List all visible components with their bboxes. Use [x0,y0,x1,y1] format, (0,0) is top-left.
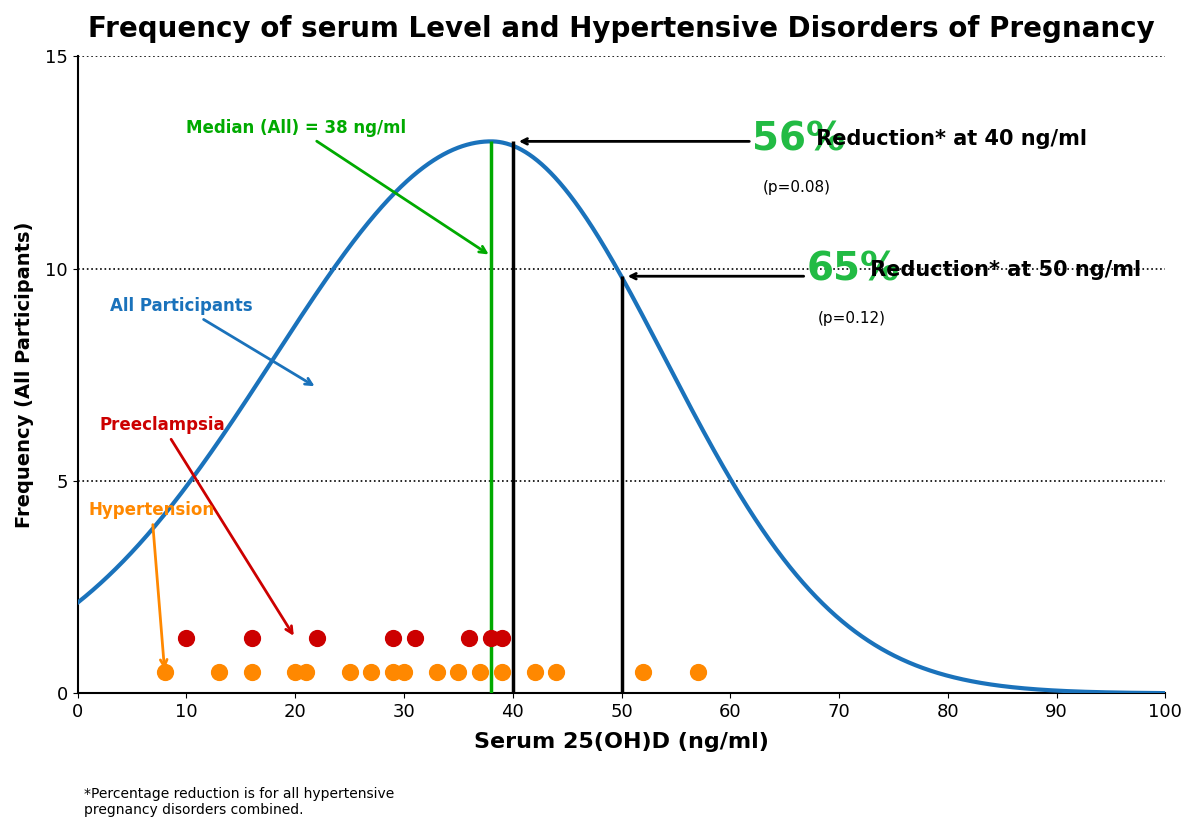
Point [492,666,511,679]
Point [384,666,403,679]
Point [155,666,174,679]
X-axis label: Serum 25(OH)D (ng/ml): Serum 25(OH)D (ng/ml) [474,733,769,752]
Text: 65%: 65% [806,251,900,289]
Point [634,666,653,679]
Point [296,666,316,679]
Point [688,666,707,679]
Point [524,666,544,679]
Point [492,632,511,645]
Y-axis label: Frequency (All Participants): Frequency (All Participants) [14,222,34,528]
Text: (p=0.08): (p=0.08) [763,181,830,196]
Text: Preeclampsia: Preeclampsia [100,416,292,634]
Point [242,632,262,645]
Point [460,632,479,645]
Point [481,632,500,645]
Point [384,632,403,645]
Point [210,666,229,679]
Text: 56%: 56% [752,120,845,158]
Title: Frequency of serum Level and Hypertensive Disorders of Pregnancy: Frequency of serum Level and Hypertensiv… [88,15,1154,43]
Text: (p=0.12): (p=0.12) [817,311,886,326]
Point [395,666,414,679]
Point [286,666,305,679]
Point [242,666,262,679]
Text: Reduction* at 50 ng/ml: Reduction* at 50 ng/ml [863,260,1141,280]
Text: *Percentage reduction is for all hypertensive
pregnancy disorders combined.: *Percentage reduction is for all hyperte… [84,786,395,817]
Point [547,666,566,679]
Point [361,666,380,679]
Text: Median (All) = 38 ng/ml: Median (All) = 38 ng/ml [186,119,486,252]
Point [470,666,490,679]
Point [307,632,326,645]
Text: All Participants: All Participants [110,297,312,384]
Point [449,666,468,679]
Point [176,632,196,645]
Point [406,632,425,645]
Text: Reduction* at 40 ng/ml: Reduction* at 40 ng/ml [809,130,1087,149]
Point [427,666,446,679]
Text: Hypertension: Hypertension [89,501,215,667]
Point [340,666,359,679]
